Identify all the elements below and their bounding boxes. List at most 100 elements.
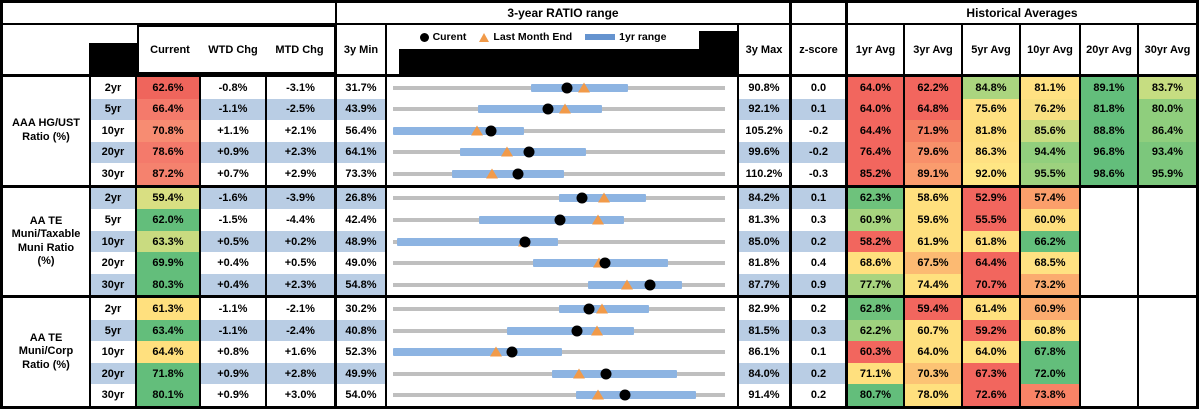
last-month-end-marker xyxy=(590,325,603,336)
chart-plot xyxy=(393,231,725,253)
ratio-range-chart xyxy=(387,341,739,363)
historical-avg-cell: 85.2% xyxy=(848,163,905,185)
z-score-cell: 0.2 xyxy=(792,298,848,320)
group-label-line: Muni/Corp xyxy=(18,345,74,358)
z-score-cell: 0.2 xyxy=(792,230,848,253)
current-marker xyxy=(519,236,531,247)
last-month-end-marker xyxy=(485,168,498,179)
data-row: 5yr 62.0% -1.5% -4.4% 42.4% 81.3% 0.3 60.9% 59.6… xyxy=(91,209,1196,231)
historical-avg-cell: 66.2% xyxy=(1021,230,1081,253)
wtd-chg-cell: -1.1% xyxy=(201,298,267,320)
ratio-range-chart xyxy=(387,252,739,274)
last-month-end-marker xyxy=(559,103,572,114)
historical-avg-cell: 67.8% xyxy=(1021,341,1081,363)
historical-avg-cell: 73.2% xyxy=(1021,273,1081,296)
range-track xyxy=(393,393,725,398)
mtd-chg-column-header: MTD Chg xyxy=(275,43,324,56)
mtd-chg-cell: +2.1% xyxy=(267,120,337,142)
data-row: 10yr 63.3% +0.5% +0.2% 48.9% 85.0% 0.2 58.2% 61.… xyxy=(91,230,1196,253)
wtd-chg-cell: +0.5% xyxy=(201,230,267,253)
tenor-label: 2yr xyxy=(91,77,137,99)
historical-avg-cell xyxy=(1139,209,1196,231)
chart-plot xyxy=(393,252,725,274)
historical-avg-cell xyxy=(1139,273,1196,296)
3y-min-cell: 48.9% xyxy=(337,230,387,253)
historical-avg-cell: 81.1% xyxy=(1021,77,1081,99)
3y-max-cell: 86.1% xyxy=(739,341,792,363)
data-row: 20yr 78.6% +0.9% +2.3% 64.1% 99.6% -0.2 76.4% 79… xyxy=(91,141,1196,164)
historical-avg-cell: 95.5% xyxy=(1021,163,1081,185)
historical-avg-cell: 75.6% xyxy=(963,98,1021,121)
divider xyxy=(3,23,1196,25)
historical-avg-cell: 60.9% xyxy=(848,209,905,231)
chart-plot xyxy=(393,120,725,142)
historical-avg-cell: 86.4% xyxy=(1139,120,1196,142)
z-score-cell: 0.9 xyxy=(792,273,848,296)
group-label-line: AA TE xyxy=(29,214,63,227)
group-label: AAA HG/UST Ratio (%) xyxy=(3,77,91,185)
mtd-chg-cell: +0.2% xyxy=(267,230,337,253)
current-marker xyxy=(619,389,631,401)
tenor-label: 5yr xyxy=(91,209,137,231)
z-score-cell: 0.0 xyxy=(792,77,848,99)
ratio-range-chart xyxy=(387,163,739,185)
3y-max-cell: 99.6% xyxy=(739,141,792,164)
current-value-cell: 62.0% xyxy=(137,209,201,231)
z-score-cell: 0.4 xyxy=(792,252,848,274)
mtd-chg-cell: -3.9% xyxy=(267,187,337,210)
historical-avg-cell: 60.0% xyxy=(1021,209,1081,231)
historical-avg-cell xyxy=(1139,252,1196,274)
tenor-label: 10yr xyxy=(91,230,137,253)
data-row: 10yr 64.4% +0.8% +1.6% 52.3% 86.1% 0.1 60.3% 64.… xyxy=(91,341,1196,363)
ratio-range-chart xyxy=(387,77,739,99)
wtd-chg-cell: +0.9% xyxy=(201,141,267,164)
historical-avg-cell xyxy=(1081,252,1139,274)
data-row: 30yr 80.3% +0.4% +2.3% 54.8% 87.7% 0.9 77.7% 74.… xyxy=(91,273,1196,296)
historical-avg-cell: 81.8% xyxy=(963,120,1021,142)
historical-avg-cell xyxy=(1081,319,1139,342)
tenor-label: 2yr xyxy=(91,298,137,320)
data-row: 30yr 87.2% +0.7% +2.9% 73.3% 110.2% -0.3 85.2% 8… xyxy=(91,163,1196,185)
tenor-header-black-block xyxy=(89,43,137,74)
historical-avg-cell: 79.6% xyxy=(905,141,963,164)
last-month-end-marker xyxy=(621,279,634,290)
current-column-header: Current xyxy=(150,43,190,56)
last-month-end-marker xyxy=(470,125,483,136)
ratio-range-chart xyxy=(387,273,739,296)
group-rows: 2yr 62.6% -0.8% -3.1% 31.7% 90.8% 0.0 64.0% 62.2… xyxy=(91,77,1196,185)
chart-legend-cell: Curent Last Month End 1yr range xyxy=(387,25,739,74)
mtd-chg-cell: -2.5% xyxy=(267,98,337,121)
ratio-range-chart xyxy=(387,209,739,231)
3y-min-cell: 49.9% xyxy=(337,362,387,385)
ratio-range-chart xyxy=(387,319,739,342)
3y-max-cell: 81.8% xyxy=(739,252,792,274)
historical-avg-cell: 89.1% xyxy=(1081,77,1139,99)
wtd-chg-cell: +0.8% xyxy=(201,341,267,363)
historical-avg-cell: 64.0% xyxy=(848,98,905,121)
current-marker xyxy=(600,368,612,380)
3y-min-cell: 73.3% xyxy=(337,163,387,185)
data-row: 5yr 63.4% -1.1% -2.4% 40.8% 81.5% 0.3 62.2% 60.7… xyxy=(91,319,1196,342)
data-row: 20yr 71.8% +0.9% +2.8% 49.9% 84.0% 0.2 71.1% 70.… xyxy=(91,362,1196,385)
chart-plot xyxy=(393,320,725,342)
current-value-cell: 66.4% xyxy=(137,98,201,121)
mtd-chg-cell: +0.5% xyxy=(267,252,337,274)
current-dot-icon xyxy=(419,32,429,42)
ratio-range-chart xyxy=(387,298,739,320)
historical-avg-cell: 58.6% xyxy=(905,187,963,210)
historical-avg-cell xyxy=(1081,230,1139,253)
current-marker xyxy=(576,192,588,204)
historical-avg-cell: 59.4% xyxy=(905,298,963,320)
current-value-cell: 59.4% xyxy=(137,187,201,210)
current-marker xyxy=(599,257,611,269)
current-value-cell: 80.3% xyxy=(137,273,201,296)
group-rows: 2yr 61.3% -1.1% -2.1% 30.2% 82.9% 0.2 62.8% 59.4… xyxy=(91,298,1196,406)
historical-avg-cell xyxy=(1139,187,1196,210)
1yr-range-bar xyxy=(587,280,682,289)
group-label: AA TE Muni/Corp Ratio (%) xyxy=(3,298,91,407)
top-band: 3-year RATIO range Historical Averages xyxy=(3,3,1196,23)
1yr-range-bar xyxy=(396,237,558,246)
z-score-cell: -0.2 xyxy=(792,120,848,142)
historical-avg-cell: 94.4% xyxy=(1021,141,1081,164)
